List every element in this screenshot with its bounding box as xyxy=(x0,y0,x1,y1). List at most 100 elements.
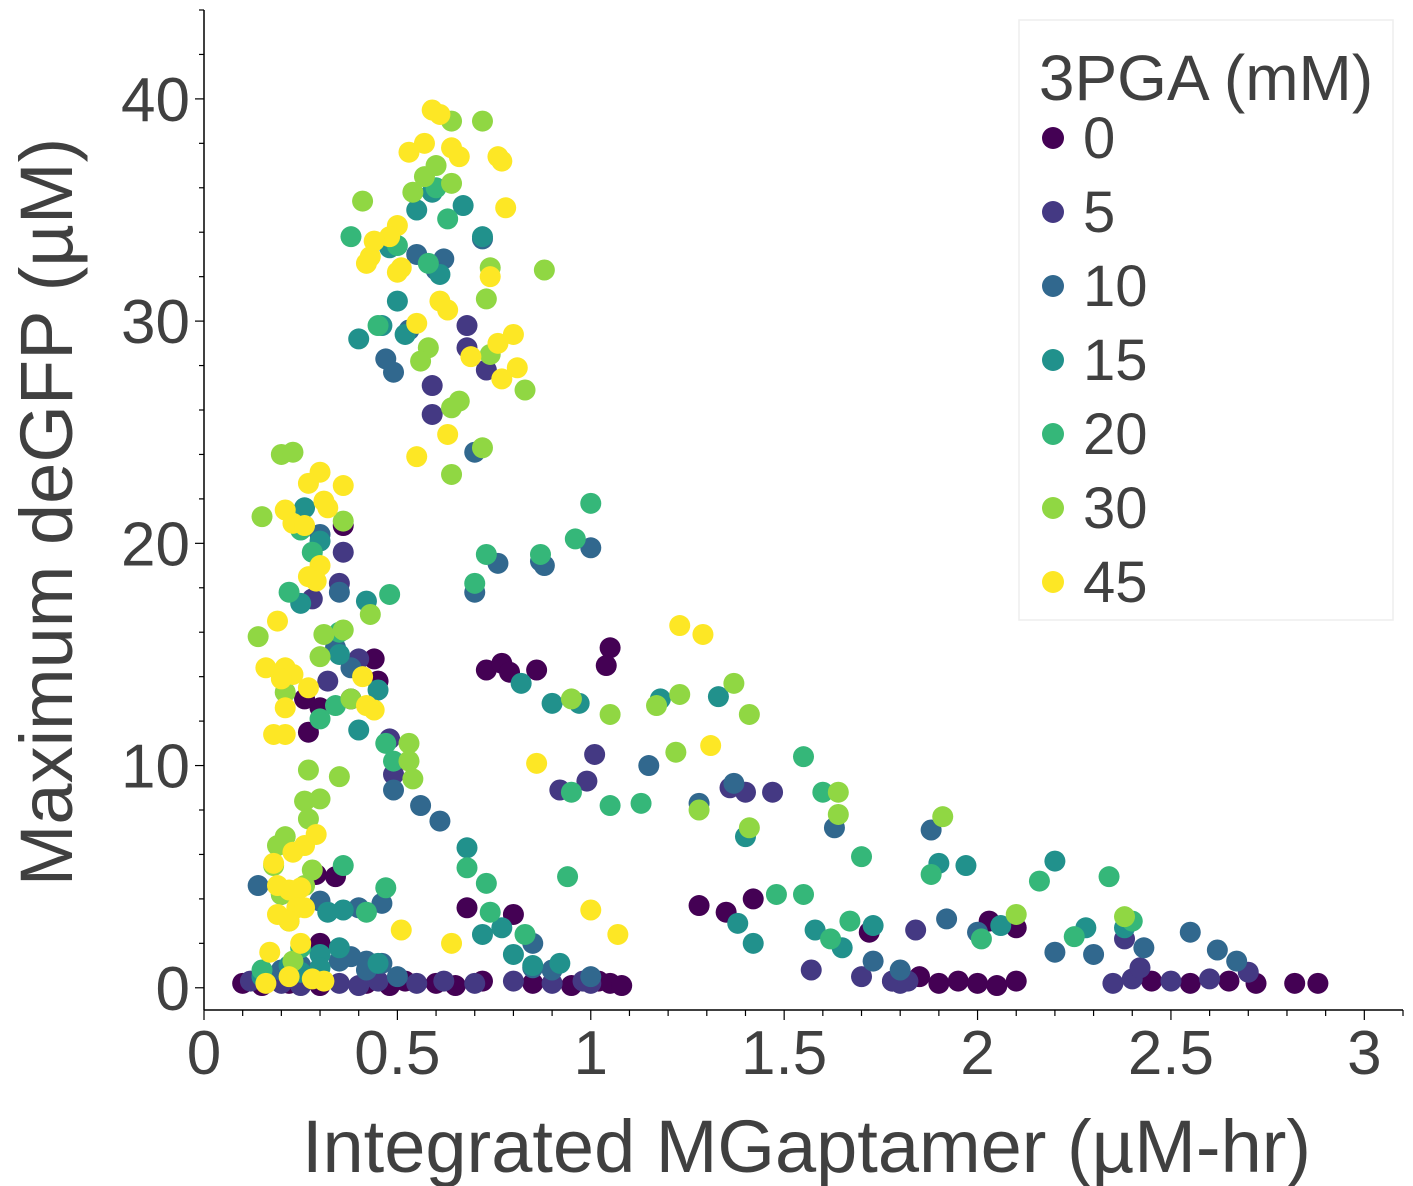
data-point xyxy=(502,323,524,345)
data-point xyxy=(1133,937,1155,959)
data-point xyxy=(564,528,586,550)
data-point xyxy=(313,970,335,992)
legend-label: 15 xyxy=(1083,328,1148,393)
x-tick-label: 2.5 xyxy=(1128,1019,1214,1088)
data-point xyxy=(669,615,691,637)
data-point xyxy=(1098,866,1120,888)
legend-items: 0 5 10 15 20 30 45 xyxy=(1042,106,1148,615)
data-point xyxy=(429,810,451,832)
data-point xyxy=(920,863,942,885)
data-point xyxy=(255,657,277,679)
data-point xyxy=(475,288,497,310)
data-point xyxy=(359,603,381,625)
data-point xyxy=(386,966,408,988)
data-point xyxy=(448,146,470,168)
data-point xyxy=(688,895,710,917)
data-point xyxy=(355,901,377,923)
data-point xyxy=(340,226,362,248)
data-point xyxy=(328,581,350,603)
data-point xyxy=(313,623,335,645)
data-point xyxy=(402,768,424,790)
data-point xyxy=(301,859,323,881)
data-point xyxy=(1129,957,1151,979)
data-point xyxy=(452,195,474,217)
data-point xyxy=(742,888,764,910)
x-tick-label: 1.5 xyxy=(741,1019,827,1088)
x-tick-label: 2 xyxy=(960,1019,994,1088)
y-axis-label: Maximum deGFP (µM) xyxy=(5,138,88,886)
data-point xyxy=(514,379,536,401)
data-point xyxy=(317,670,339,692)
data-point xyxy=(367,952,389,974)
data-point xyxy=(332,899,354,921)
data-point xyxy=(646,695,668,717)
data-point xyxy=(471,923,493,945)
data-point xyxy=(297,808,319,830)
data-point xyxy=(1179,972,1201,994)
data-point xyxy=(247,875,269,897)
data-point xyxy=(1218,970,1240,992)
series-20 xyxy=(251,177,1143,981)
data-point xyxy=(522,972,544,994)
data-point xyxy=(367,315,389,337)
data-point xyxy=(294,497,316,519)
data-point xyxy=(437,208,459,230)
data-point xyxy=(607,923,629,945)
data-point xyxy=(580,899,602,921)
data-point xyxy=(309,646,331,668)
y-tick-label: 40 xyxy=(121,66,190,135)
data-point xyxy=(1206,939,1228,961)
data-point xyxy=(1083,943,1105,965)
data-point xyxy=(665,741,687,763)
data-point xyxy=(1005,903,1027,925)
data-point xyxy=(386,290,408,312)
data-point xyxy=(932,806,954,828)
data-point xyxy=(1028,870,1050,892)
legend-marker xyxy=(1042,127,1064,149)
data-point xyxy=(348,719,370,741)
legend-marker xyxy=(1042,571,1064,593)
data-point xyxy=(406,199,428,221)
data-point xyxy=(851,966,873,988)
data-points xyxy=(232,99,1329,997)
data-point xyxy=(274,723,296,745)
data-point xyxy=(487,332,509,354)
data-point xyxy=(723,772,745,794)
data-point xyxy=(1307,972,1329,994)
data-point xyxy=(479,901,501,923)
data-point xyxy=(270,668,292,690)
data-point xyxy=(421,375,443,397)
data-point xyxy=(317,497,339,519)
data-point xyxy=(827,803,849,825)
data-point xyxy=(1044,941,1066,963)
data-point xyxy=(375,732,397,754)
legend-marker xyxy=(1042,497,1064,519)
legend-label: 20 xyxy=(1083,402,1148,467)
data-point xyxy=(363,699,385,721)
data-point xyxy=(738,817,760,839)
data-point xyxy=(437,299,459,321)
data-point xyxy=(247,626,269,648)
data-point xyxy=(363,648,385,670)
data-point xyxy=(599,703,621,725)
data-point xyxy=(363,230,385,252)
data-point xyxy=(390,257,412,279)
data-point xyxy=(510,672,532,694)
data-point xyxy=(723,672,745,694)
data-point xyxy=(294,897,316,919)
data-point xyxy=(402,181,424,203)
data-point xyxy=(638,755,660,777)
data-point xyxy=(700,735,722,757)
data-point xyxy=(762,781,784,803)
data-point xyxy=(297,677,319,699)
data-point xyxy=(584,743,606,765)
data-point xyxy=(413,132,435,154)
data-point xyxy=(970,928,992,950)
data-point xyxy=(464,972,486,994)
data-point xyxy=(274,826,296,848)
data-point xyxy=(599,795,621,817)
data-point xyxy=(742,932,764,954)
data-point xyxy=(812,781,834,803)
data-point xyxy=(255,972,277,994)
